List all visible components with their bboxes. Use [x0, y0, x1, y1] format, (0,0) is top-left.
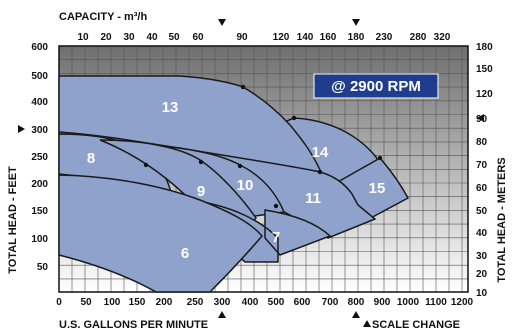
top-tick-label: 40 [146, 32, 158, 43]
bottom-tick-label: 1000 [397, 297, 420, 308]
scale-change-label: SCALE CHANGE [372, 319, 460, 331]
top-tick-label: 320 [434, 32, 451, 43]
bottom-tick-label: 1100 [425, 297, 447, 308]
scale-change-markers [18, 19, 484, 327]
left-tick-label: 150 [31, 206, 48, 217]
top-axis-title: CAPACITY - m³/h [59, 11, 147, 23]
left-tick-label: 600 [31, 42, 48, 53]
top-tick-label: 280 [410, 32, 427, 43]
rpm-badge [313, 73, 439, 99]
scale-marker-left [18, 125, 25, 133]
bottom-tick-label: 250 [187, 297, 204, 308]
right-tick-label: 10 [476, 288, 488, 299]
top-tick-label: 60 [192, 32, 204, 43]
left-axis-title: TOTAL HEAD - FEET [7, 166, 19, 274]
top-tick-label: 20 [100, 32, 112, 43]
bottom-tick-label: 0 [56, 297, 62, 308]
bottom-tick-label: 100 [104, 297, 121, 308]
left-tick-label: 250 [31, 152, 48, 163]
right-tick-label: 120 [476, 89, 493, 100]
bottom-tick-label: 1200 [451, 297, 474, 308]
zone-label-9: 9 [197, 183, 205, 200]
curve-point [377, 155, 383, 161]
top-tick-label: 120 [273, 32, 290, 43]
top-tick-label: 160 [320, 32, 337, 43]
right-tick-label: 40 [476, 228, 488, 239]
scale-marker-top [218, 19, 226, 26]
bottom-tick-label: 200 [156, 297, 173, 308]
bottom-tick-label: 900 [374, 297, 391, 308]
tick-labels: 0 50 100 150 200 250 300 400 500 600 700 800 900 1000… [31, 32, 493, 308]
left-tick-label: 100 [31, 234, 48, 245]
top-tick-label: 140 [297, 32, 314, 43]
bottom-tick-label: 300 [214, 297, 231, 308]
scale-marker-right [477, 114, 484, 122]
curve-point [273, 203, 279, 209]
curve-point [240, 84, 246, 90]
top-tick-label: 30 [123, 32, 135, 43]
zone-label-11: 11 [305, 190, 321, 207]
bottom-tick-label: 400 [242, 297, 259, 308]
right-tick-label: 60 [476, 183, 488, 194]
top-tick-label: 50 [168, 32, 180, 43]
left-tick-label: 400 [31, 97, 48, 108]
zone-label-14: 14 [312, 144, 329, 161]
right-tick-label: 20 [476, 269, 488, 280]
zone-label-13: 13 [162, 99, 179, 116]
right-axis-title: TOTAL HEAD - METERS [496, 157, 508, 282]
right-tick-label: 90 [476, 114, 488, 125]
top-tick-label: 180 [348, 32, 365, 43]
scale-marker-bottom [363, 320, 371, 327]
left-tick-label: 50 [37, 262, 49, 273]
scale-marker-top [352, 19, 360, 26]
zone-label-6: 6 [181, 245, 189, 262]
zone-label-15: 15 [369, 180, 386, 197]
left-tick-label: 200 [31, 179, 48, 190]
scale-marker-bottom [218, 311, 226, 318]
right-tick-label: 30 [476, 251, 488, 262]
top-tick-label: 10 [77, 32, 89, 43]
rpm-badge-text: @ 2900 RPM [331, 78, 421, 95]
bottom-tick-label: 500 [268, 297, 285, 308]
zone-label-10: 10 [237, 177, 254, 194]
bottom-axis-title: U.S. GALLONS PER MINUTE [59, 319, 208, 331]
curve-point [198, 159, 204, 165]
bottom-tick-label: 150 [129, 297, 146, 308]
bottom-tick-label: 50 [80, 297, 92, 308]
scale-marker-bottom [352, 311, 360, 318]
bottom-tick-label: 800 [348, 297, 365, 308]
curve-point [237, 163, 243, 169]
right-tick-label: 70 [476, 160, 488, 171]
zone-6 [58, 174, 263, 293]
zone-label-7: 7 [272, 229, 280, 246]
right-tick-label: 80 [476, 137, 488, 148]
right-tick-label: 150 [476, 64, 493, 75]
right-tick-label: 50 [476, 206, 488, 217]
bottom-tick-label: 600 [294, 297, 311, 308]
performance-zones [58, 75, 410, 293]
curve-point [291, 115, 297, 121]
curve-point [317, 169, 323, 175]
zone-label-8: 8 [87, 150, 95, 167]
top-tick-label: 90 [236, 32, 248, 43]
bottom-tick-label: 700 [322, 297, 339, 308]
top-tick-label: 230 [376, 32, 393, 43]
right-tick-label: 180 [476, 42, 493, 53]
left-tick-label: 300 [31, 125, 48, 136]
curve-points [143, 84, 383, 209]
left-tick-label: 500 [31, 71, 48, 82]
curve-point [143, 162, 149, 168]
